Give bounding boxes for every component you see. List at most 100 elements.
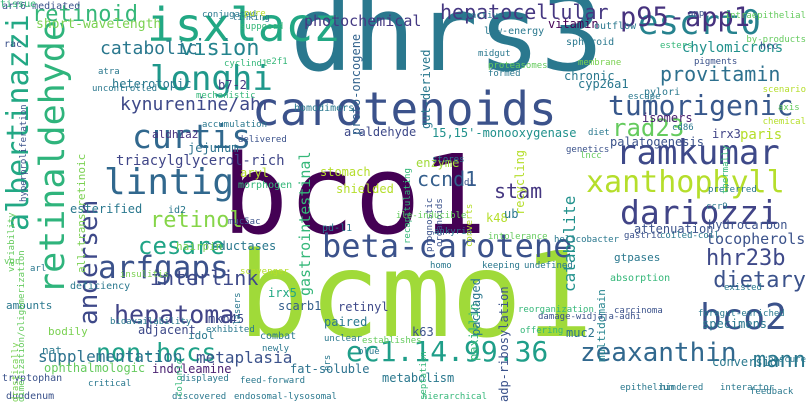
word-115: outflow	[594, 21, 637, 32]
word-131: ccr9	[706, 202, 728, 212]
word-100: ub	[504, 207, 519, 221]
word-151: displayed	[180, 374, 229, 384]
word-91: bodily	[48, 325, 88, 338]
word-19: arfgaps	[98, 250, 229, 286]
word-113: pigments	[694, 57, 738, 67]
word-12: ramkumar	[616, 133, 780, 173]
word-67: recycling	[513, 149, 527, 215]
word-68: k48	[486, 211, 508, 225]
word-28: retinoid	[32, 2, 138, 27]
word-79: fat-soluble	[290, 362, 370, 376]
word-190: thermally	[721, 145, 731, 194]
word-40: photochemical	[304, 12, 422, 30]
word-166: bioavailability	[110, 317, 192, 327]
word-0: bco1	[222, 131, 487, 259]
word-49: chylomicrons	[682, 40, 784, 56]
word-184: di	[464, 178, 475, 188]
word-114: hcc	[760, 41, 779, 52]
word-23: zeaxanthin	[580, 338, 737, 368]
word-3: carotenoids	[252, 82, 557, 136]
word-42: tocopherols	[706, 230, 806, 248]
word-169: newly	[262, 344, 290, 354]
word-95: ophthalmologic	[44, 361, 146, 375]
word-109: proteasomes	[488, 61, 548, 71]
word-141: carcinoma	[614, 306, 663, 316]
word-185: converts	[465, 203, 475, 247]
word-110: membrane	[578, 58, 622, 68]
word-102: pd-l1	[322, 223, 353, 234]
word-5: isxlacz	[147, 0, 341, 52]
word-129: cd86	[672, 123, 694, 133]
word-93: tryptophan	[2, 373, 63, 384]
word-159: intolerance	[488, 232, 548, 242]
word-138: damage-widjaja-adhi	[538, 312, 641, 322]
word-11: curtis	[132, 117, 252, 156]
word-136: absorption	[610, 273, 671, 284]
word-69: k63	[412, 325, 434, 339]
word-53: heterotopic	[112, 77, 192, 91]
word-197: esters	[660, 41, 693, 51]
word-163: deficiency	[70, 281, 131, 292]
word-46: a-aldehyde	[344, 125, 417, 139]
word-107: homodimers	[294, 103, 355, 114]
word-158: helicobacter	[554, 235, 620, 245]
word-122: pure	[244, 9, 266, 19]
word-140: offering	[520, 326, 564, 336]
word-182: prognostic	[425, 197, 435, 252]
word-72: scarb1	[278, 299, 322, 313]
word-130: preferred	[708, 185, 757, 195]
word-96: amounts	[6, 299, 53, 312]
word-127: genetics	[566, 145, 610, 155]
word-41: short-wavelength	[36, 17, 162, 32]
word-168: combat	[260, 331, 297, 342]
word-101: id2	[168, 205, 187, 216]
word-9: longhi	[150, 59, 273, 99]
word-94: duodenum	[6, 391, 55, 402]
word-103: mechanistic	[196, 91, 256, 101]
word-161: muc5ac	[228, 217, 261, 227]
word-66: enzyme	[416, 156, 460, 170]
word-99: shielded	[336, 182, 394, 196]
word-35: vision	[180, 36, 260, 61]
word-59: attenuation	[634, 222, 714, 236]
word-24: non-hccs	[96, 338, 217, 367]
word-22: ec1.14.99.36	[346, 335, 549, 368]
word-33: mann	[753, 348, 806, 373]
word-74: retinyl	[338, 300, 389, 314]
word-144: epithelium	[620, 383, 675, 393]
word-170: unclear	[324, 334, 362, 344]
word-87: specimens	[702, 317, 768, 331]
word-64: b7-2	[218, 78, 247, 92]
word-192: scenario	[762, 85, 806, 95]
word-70: mkn45	[208, 312, 245, 326]
word-16: p95-app1	[620, 2, 751, 33]
word-82: packaged	[469, 278, 483, 336]
word-71: idol	[188, 329, 215, 342]
word-75: paired	[324, 315, 368, 329]
word-15: tumorigenic	[608, 89, 794, 122]
word-50: gastrointestinal	[296, 151, 314, 297]
word-60: hydrocarbon	[708, 218, 788, 232]
word-116: low-energy	[484, 26, 545, 37]
word-2: dhrs3	[290, 0, 604, 95]
word-134: existed	[724, 283, 762, 293]
word-34: stam	[494, 179, 543, 203]
word-31: rad23	[612, 114, 685, 142]
word-125: rac	[4, 39, 23, 50]
word-1: bcmo1	[238, 226, 594, 364]
word-88: vitamin	[548, 17, 599, 31]
word-186: ile-inducible	[396, 211, 467, 221]
word-48: isomers	[642, 111, 693, 125]
word-104: accumulation	[202, 120, 268, 130]
word-80: metabolism	[382, 371, 455, 385]
word-13: dariozzi	[620, 193, 779, 232]
word-76: adjacent	[138, 323, 196, 337]
word-153: colonic	[175, 359, 185, 397]
word-142: interactor	[720, 383, 775, 393]
word-198: tissue	[0, 0, 37, 10]
word-106: e2f1	[266, 57, 288, 67]
word-173: septation	[419, 351, 429, 400]
word-73: irx5	[268, 286, 297, 300]
word-6: escrt0	[638, 3, 761, 43]
